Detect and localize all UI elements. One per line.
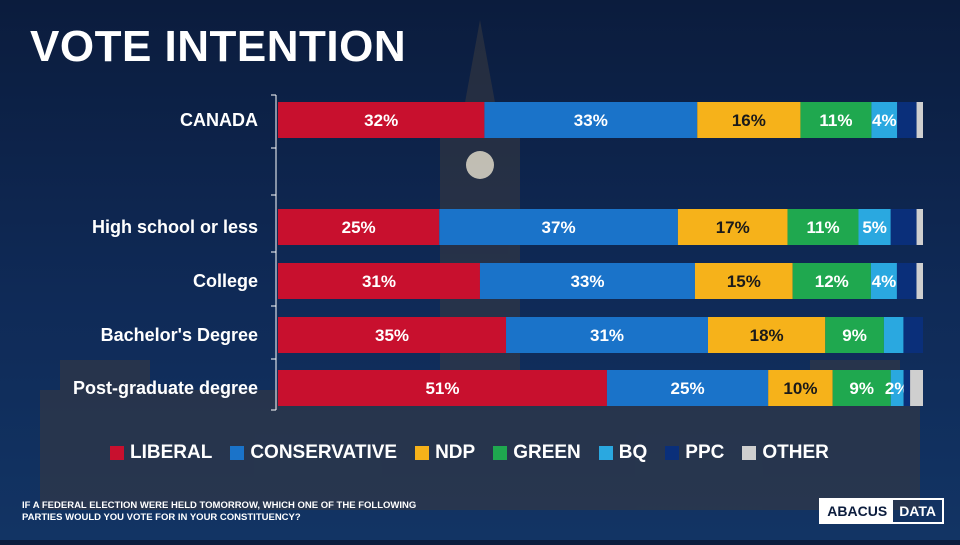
- legend-item-ppc: PPC: [665, 442, 724, 464]
- legend-label: BQ: [618, 442, 648, 463]
- bar-segment-ppc: [903, 317, 923, 353]
- survey-question: IF A FEDERAL ELECTION WERE HELD TOMORROW…: [22, 500, 417, 523]
- bar-segment-ppc: [897, 102, 917, 138]
- data-label: 16%: [732, 111, 766, 130]
- bar-segment-liberal: [278, 370, 607, 406]
- data-label: 35%: [375, 326, 409, 345]
- legend-swatch: [415, 446, 430, 460]
- bar-segment-other: [916, 263, 923, 299]
- legend-label: PPC: [685, 442, 725, 463]
- bar-segment-conservative: [479, 263, 695, 299]
- bar-segment-conservative: [484, 102, 698, 138]
- data-label: 33%: [574, 111, 608, 130]
- data-label: 31%: [362, 272, 396, 291]
- data-label: 12%: [815, 272, 849, 291]
- category-label: CANADA: [180, 110, 258, 130]
- legend-swatch: [230, 446, 245, 460]
- legend: LIBERAL CONSERVATIVE NDP GREEN BQ PPC OTHER: [110, 442, 829, 464]
- logo-part-1: ABACUS: [821, 500, 894, 522]
- legend-label: LIBERAL: [130, 442, 213, 463]
- bar-segment-green: [800, 102, 872, 138]
- legend-label: NDP: [435, 442, 476, 463]
- data-label: 2%: [885, 379, 910, 398]
- data-label: 17%: [716, 218, 750, 237]
- data-label: 25%: [342, 218, 376, 237]
- bar-segment-conservative: [606, 370, 769, 406]
- legend-item-bq: BQ: [598, 442, 648, 464]
- category-label: High school or less: [92, 217, 258, 237]
- bar-segment-other: [916, 209, 923, 245]
- bar-segment-other: [916, 102, 923, 138]
- bar-segment-conservative: [506, 317, 708, 353]
- category-label: Bachelor's Degree: [101, 325, 258, 345]
- legend-swatch: [493, 446, 508, 460]
- legend-swatch: [742, 446, 757, 460]
- bar-segment-bq: [883, 317, 904, 353]
- data-label: 51%: [425, 379, 459, 398]
- data-label: 15%: [727, 272, 761, 291]
- chart-title: VOTE INTENTION: [30, 22, 407, 71]
- data-label: 37%: [542, 218, 576, 237]
- bar-segment-ndp: [708, 317, 826, 353]
- bar-segment-other: [910, 370, 923, 406]
- bar-segment-liberal: [278, 317, 507, 353]
- legend-swatch: [598, 446, 613, 460]
- bar-segment-green: [787, 209, 859, 245]
- legend-item-other: OTHER: [742, 442, 829, 464]
- data-label: 4%: [872, 111, 897, 130]
- legend-label: GREEN: [513, 442, 581, 463]
- bar-segment-conservative: [439, 209, 678, 245]
- legend-item-ndp: NDP: [415, 442, 475, 464]
- legend-swatch: [665, 446, 680, 460]
- legend-item-liberal: LIBERAL: [110, 442, 212, 464]
- bar-segment-green: [832, 370, 891, 406]
- data-label: 9%: [849, 379, 874, 398]
- data-label: 4%: [872, 272, 897, 291]
- bar-segment-bq: [890, 370, 904, 406]
- legend-item-green: GREEN: [493, 442, 581, 464]
- legend-label: CONSERVATIVE: [250, 442, 398, 463]
- bar-segment-ndp: [694, 263, 793, 299]
- abacus-data-logo: ABACUS DATA: [819, 498, 944, 524]
- bar-segment-bq: [871, 102, 898, 138]
- data-label: 5%: [862, 218, 887, 237]
- data-label: 11%: [806, 218, 839, 237]
- bar-segment-green: [792, 263, 871, 299]
- bar-segment-ndp: [768, 370, 833, 406]
- data-label: 25%: [671, 379, 705, 398]
- bar-segment-liberal: [278, 102, 485, 138]
- bar-segment-ndp: [677, 209, 788, 245]
- logo-part-2: DATA: [899, 503, 936, 519]
- bar-segment-liberal: [278, 263, 480, 299]
- bar-segment-ppc: [903, 370, 911, 406]
- data-label: 10%: [783, 379, 817, 398]
- stacked-bar-chart: CANADA 32% 33% 16% 11% 4% High school or less 2…: [73, 102, 923, 411]
- bar-segment-ppc: [890, 209, 917, 245]
- bar-segment-ppc: [896, 263, 917, 299]
- data-label: 9%: [842, 326, 867, 345]
- bar-segment-green: [825, 317, 884, 353]
- bar-segment-bq: [858, 209, 891, 245]
- data-label: 18%: [750, 326, 784, 345]
- data-label: 33%: [570, 272, 604, 291]
- data-label: 11%: [819, 111, 852, 130]
- bar-segment-liberal: [278, 209, 440, 245]
- bar-segment-bq: [870, 263, 897, 299]
- bar-segment-ndp: [697, 102, 801, 138]
- data-label: 31%: [590, 326, 624, 345]
- data-label: 32%: [364, 111, 398, 130]
- legend-item-conservative: CONSERVATIVE: [230, 442, 397, 464]
- legend-label: OTHER: [762, 442, 829, 463]
- legend-swatch: [110, 446, 124, 460]
- category-label: Post-graduate degree: [73, 378, 258, 398]
- category-label: College: [193, 271, 258, 291]
